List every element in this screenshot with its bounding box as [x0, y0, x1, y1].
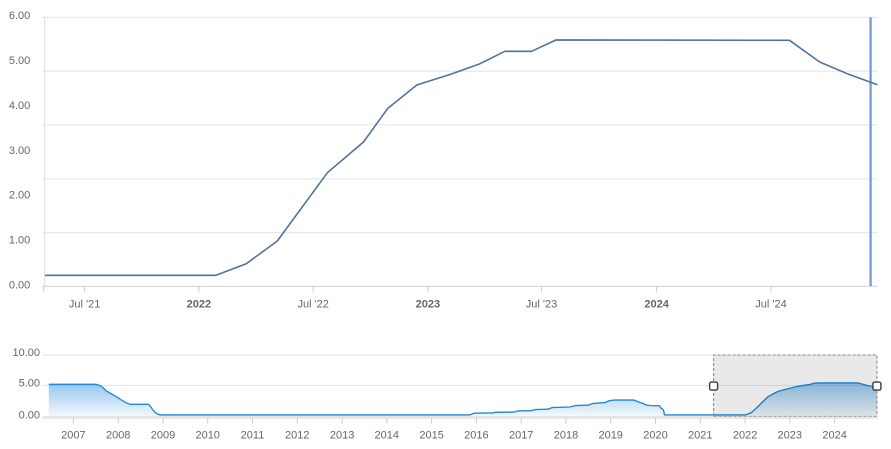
svg-text:2008: 2008: [106, 429, 130, 441]
svg-text:0.00: 0.00: [19, 409, 40, 421]
svg-text:2022: 2022: [733, 429, 757, 441]
svg-text:2023: 2023: [416, 298, 440, 310]
svg-text:2020: 2020: [643, 429, 667, 441]
svg-text:2024: 2024: [822, 429, 846, 441]
svg-text:2011: 2011: [241, 429, 265, 441]
svg-text:5.00: 5.00: [19, 378, 40, 390]
svg-text:2.00: 2.00: [9, 190, 30, 202]
svg-text:2021: 2021: [688, 429, 712, 441]
svg-text:1.00: 1.00: [9, 235, 30, 247]
svg-text:2007: 2007: [61, 429, 85, 441]
svg-text:10.00: 10.00: [12, 347, 40, 359]
svg-text:Jul '22: Jul '22: [297, 298, 328, 310]
svg-text:2016: 2016: [464, 429, 488, 441]
svg-text:2013: 2013: [330, 429, 354, 441]
svg-text:5.00: 5.00: [9, 55, 30, 67]
svg-text:6.00: 6.00: [9, 10, 30, 22]
svg-text:2024: 2024: [644, 298, 669, 310]
svg-text:0.00: 0.00: [9, 279, 30, 291]
svg-text:2010: 2010: [195, 429, 219, 441]
svg-text:2014: 2014: [375, 429, 399, 441]
svg-text:2012: 2012: [285, 429, 309, 441]
svg-text:4.00: 4.00: [9, 100, 30, 112]
svg-text:3.00: 3.00: [9, 145, 30, 157]
svg-text:2017: 2017: [509, 429, 533, 441]
svg-text:2015: 2015: [419, 429, 443, 441]
svg-text:Jul '24: Jul '24: [755, 298, 786, 310]
svg-text:2023: 2023: [778, 429, 802, 441]
svg-text:Jul '21: Jul '21: [69, 298, 100, 310]
svg-text:2019: 2019: [598, 429, 622, 441]
svg-text:2009: 2009: [151, 429, 175, 441]
svg-text:Jul '23: Jul '23: [526, 298, 557, 310]
svg-text:2022: 2022: [187, 298, 211, 310]
svg-text:2018: 2018: [554, 429, 578, 441]
